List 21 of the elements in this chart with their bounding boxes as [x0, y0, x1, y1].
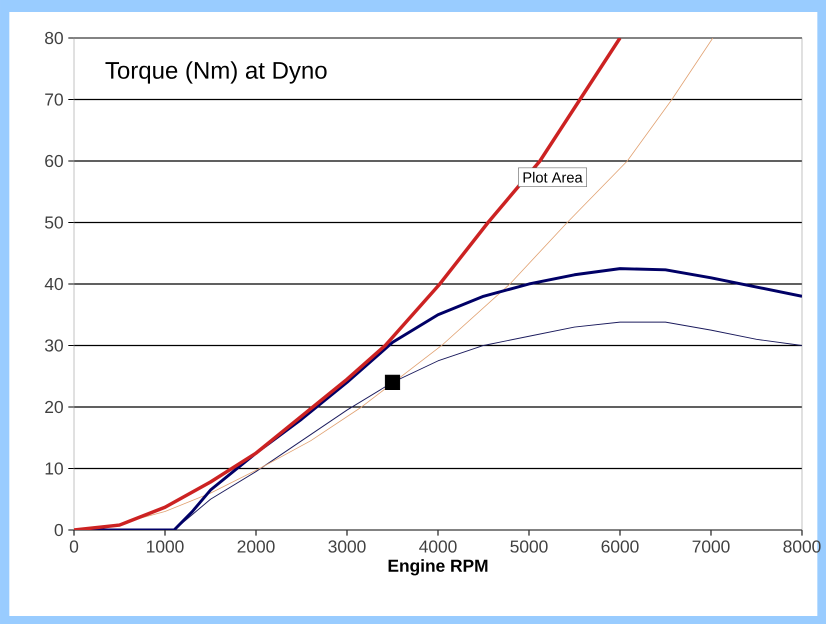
x-tick-label: 3000	[328, 540, 366, 553]
x-tick-label: 4000	[419, 540, 457, 553]
x-tick-label: 2000	[238, 540, 275, 553]
y-tick-label: 40	[44, 278, 63, 290]
text: Torque (Nm) at Dyno	[105, 61, 327, 84]
y-tick-label: 60	[45, 154, 63, 168]
y-tick-label: 80	[45, 32, 63, 44]
y-tick-label: 30	[44, 339, 63, 352]
x-tick-label: 1000	[147, 540, 184, 553]
x-tick-label: 6000	[602, 540, 639, 553]
annotation: Plot Area	[524, 172, 583, 183]
x-tick-label: 7000	[692, 540, 730, 553]
y-tick-label: 70	[45, 93, 63, 106]
y-tick-label: 50	[45, 216, 63, 229]
y-tick-label: 20	[45, 400, 63, 414]
x-tick-label: 0	[70, 540, 78, 553]
x-tick-label: 8000	[783, 540, 821, 553]
y-tick-label: 0	[54, 524, 63, 536]
x-tick-label: 5000	[510, 540, 548, 553]
x-axis-title: Engine RPM	[388, 559, 488, 576]
y-tick-label: 10	[46, 462, 63, 475]
